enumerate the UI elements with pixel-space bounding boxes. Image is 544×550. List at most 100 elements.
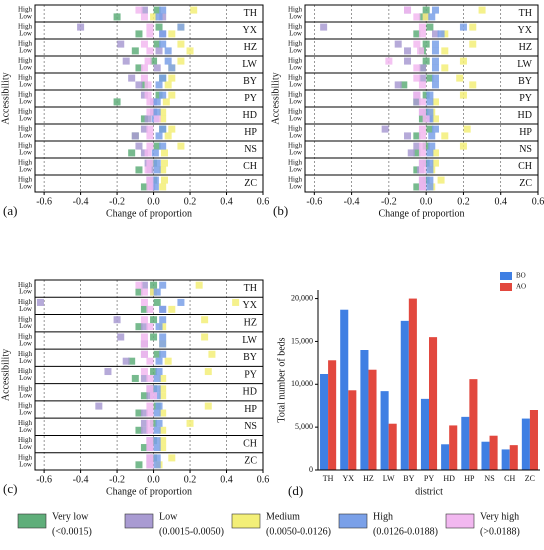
row-label: High (18, 384, 33, 392)
x-tick-label: BY (403, 474, 414, 483)
legend-label: BO (516, 272, 526, 280)
marker (159, 374, 167, 382)
marker (146, 402, 154, 410)
marker (146, 419, 154, 427)
marker (155, 81, 163, 89)
marker (155, 91, 163, 99)
marker (459, 57, 467, 65)
x-tick-label: CH (504, 474, 515, 483)
row-label: High (18, 142, 33, 150)
marker (201, 333, 209, 341)
marker (95, 402, 103, 410)
district-label: CH (518, 161, 532, 172)
marker (469, 40, 477, 48)
marker (164, 57, 172, 65)
marker (159, 91, 167, 99)
marker (150, 98, 158, 106)
row-label: High (288, 74, 303, 82)
marker (413, 13, 421, 21)
marker (320, 23, 328, 31)
row-label: Low (19, 305, 33, 313)
bar (340, 309, 349, 470)
district-label: PY (244, 369, 257, 380)
row-label: High (288, 6, 303, 14)
marker (144, 57, 152, 65)
marker (478, 6, 486, 14)
marker (418, 159, 426, 167)
marker (135, 409, 143, 417)
marker (140, 91, 148, 99)
marker (113, 13, 121, 21)
bar (521, 418, 530, 470)
row-label: Low (19, 409, 33, 417)
legend-label: Medium (266, 511, 300, 522)
marker (159, 281, 167, 289)
row-label: Low (289, 132, 303, 140)
legend-range: (>0.0188) (480, 526, 520, 537)
marker (459, 91, 467, 99)
row-label: High (18, 91, 33, 99)
y-tick-label: 15,000 (291, 336, 313, 345)
x-tick-label: -0.6 (306, 196, 322, 207)
marker (422, 142, 430, 150)
marker (159, 142, 167, 150)
row-label: Low (19, 426, 33, 434)
marker (164, 357, 172, 365)
marker (413, 64, 421, 72)
marker (150, 13, 158, 21)
x-tick-label: -0.6 (36, 474, 52, 485)
district-label: HZ (519, 42, 532, 53)
marker (146, 108, 154, 116)
x-tick-label: PY (424, 474, 434, 483)
row-label: High (288, 176, 303, 184)
marker (426, 176, 434, 184)
y-axis-title: Accessibility (0, 349, 11, 401)
x-tick-label: LW (383, 474, 395, 483)
marker (153, 115, 161, 123)
marker (413, 166, 421, 174)
marker (164, 132, 172, 140)
marker (418, 64, 426, 72)
y-tick-label: 0 (309, 465, 313, 474)
marker (413, 40, 421, 48)
marker (431, 149, 439, 157)
row-label: Low (19, 374, 33, 382)
x-tick-label: 0.0 (420, 196, 433, 207)
x-tick-label: 0.2 (184, 196, 197, 207)
row-label: High (18, 419, 33, 427)
marker (140, 74, 148, 82)
marker (153, 288, 161, 296)
row-label: Low (289, 98, 303, 106)
marker (177, 57, 185, 65)
marker (122, 357, 130, 365)
marker (159, 30, 167, 38)
marker (131, 47, 139, 55)
marker (422, 57, 430, 65)
marker (437, 176, 445, 184)
district-label: HZ (244, 317, 257, 328)
marker (150, 454, 158, 462)
marker (150, 57, 158, 65)
row-label: Low (289, 183, 303, 191)
marker (140, 426, 148, 434)
marker (146, 176, 154, 184)
marker (418, 13, 426, 21)
row-label: Low (19, 47, 33, 55)
marker (428, 13, 436, 21)
row-label: Low (289, 47, 303, 55)
row-label: Low (289, 64, 303, 72)
marker (204, 368, 212, 376)
marker (159, 437, 167, 445)
marker (161, 176, 169, 184)
marker (426, 91, 434, 99)
marker (135, 81, 143, 89)
marker (150, 333, 158, 341)
marker (418, 23, 426, 31)
bar (380, 391, 389, 470)
marker (128, 149, 136, 157)
marker (459, 142, 467, 150)
marker (413, 132, 421, 140)
row-label: High (18, 23, 33, 31)
marker (155, 402, 163, 410)
marker (418, 183, 426, 191)
